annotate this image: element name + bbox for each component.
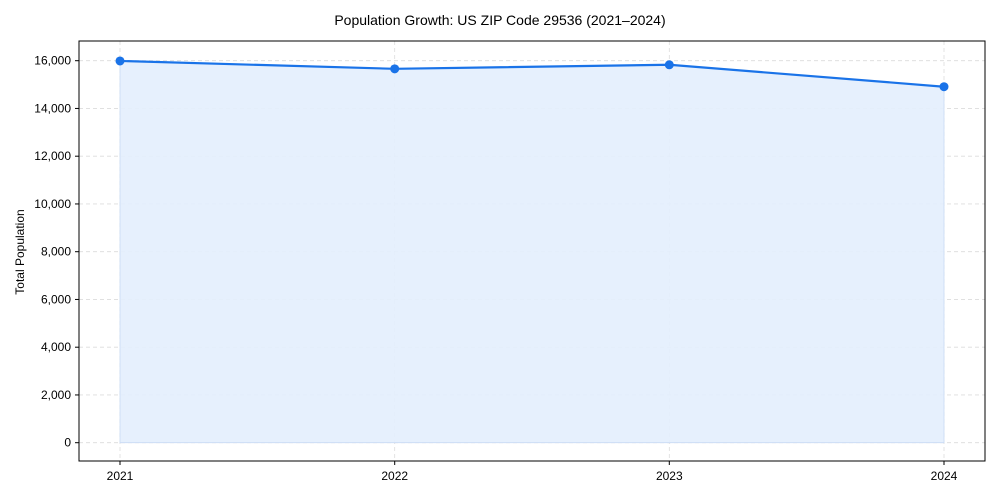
y-tick-label: 2,000 [41,388,71,402]
chart-title: Population Growth: US ZIP Code 29536 (20… [334,12,666,28]
data-point-2022 [390,64,400,74]
y-axis-label: Total Population [13,209,27,294]
x-tick-label: 2021 [107,469,134,483]
y-tick-label: 0 [64,436,71,450]
y-tick-label: 4,000 [41,340,71,354]
data-point-2023 [664,60,674,70]
area-fill [119,60,945,444]
x-tick-label: 2023 [656,469,683,483]
x-tick-label: 2024 [931,469,958,483]
y-tick-label: 14,000 [34,101,71,115]
data-point-2024 [939,82,949,92]
y-tick-label: 16,000 [34,54,71,68]
axes [78,40,986,462]
y-tick-label: 12,000 [34,149,71,163]
y-axis-ticks: 0 2,000 4,000 6,000 8,000 10,000 12,000 14,000 1… [34,54,79,450]
x-axis-ticks: 2021 2022 2023 2024 [107,461,958,483]
x-tick-label: 2022 [381,469,408,483]
y-tick-label: 8,000 [41,245,71,259]
data-line [119,59,945,88]
y-tick-label: 10,000 [34,197,71,211]
data-point-2021 [115,56,125,66]
y-tick-label: 6,000 [41,292,71,306]
data-markers [115,56,949,92]
